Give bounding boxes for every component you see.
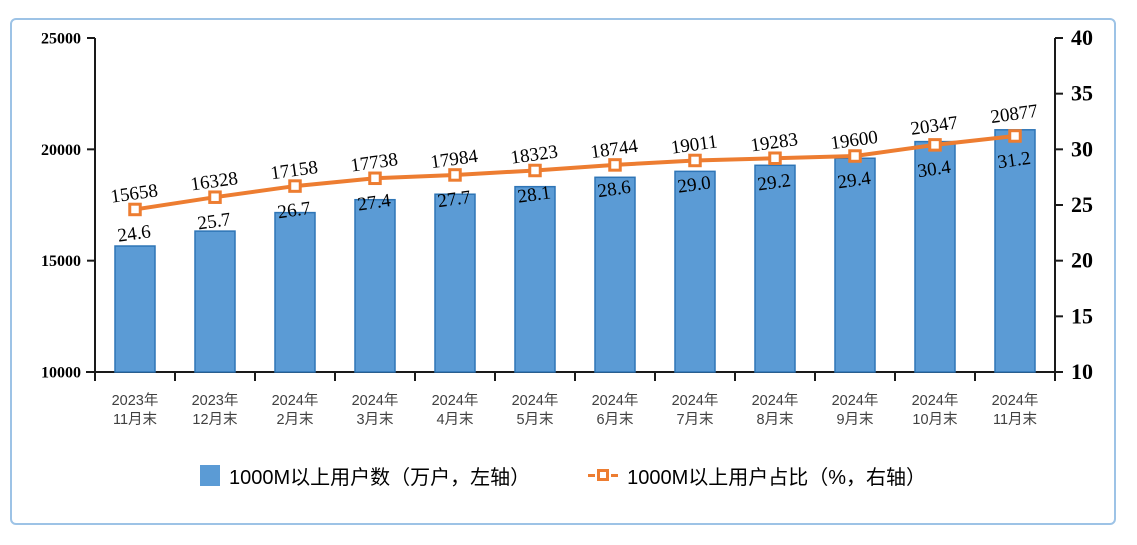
x-tick-label: 2024年 3月末 (352, 392, 399, 428)
x-tick-label: 2024年 9月末 (832, 392, 879, 428)
right-axis-tick-label: 10 (1071, 359, 1093, 384)
bar (594, 176, 636, 373)
x-tick-label: 2023年 12月末 (192, 392, 239, 428)
right-axis-tick-label: 35 (1071, 81, 1093, 106)
line-marker (608, 158, 622, 172)
line-marker (688, 153, 702, 168)
x-tick-label: 2023年 11月末 (112, 392, 159, 428)
line-value-label: 29.0 (676, 172, 712, 197)
bar-value-label: 18323 (509, 141, 559, 168)
left-axis-tick-label: 20000 (41, 142, 81, 159)
bar-series-legend-label: 1000M以上用户数（万户，左轴） (228, 466, 531, 489)
bar-value-label: 19600 (829, 127, 879, 154)
line-value-label: 31.2 (996, 148, 1032, 173)
x-tick-label: 2024年 2月末 (272, 392, 319, 428)
bar (914, 140, 956, 373)
line-value-label: 27.4 (356, 190, 392, 215)
bar (754, 164, 796, 373)
bar-value-label: 17984 (429, 146, 479, 173)
x-tick-label: 2024年 4月末 (432, 392, 479, 428)
left-axis-tick-label: 25000 (41, 31, 81, 48)
line-marker (288, 179, 302, 193)
bar (274, 211, 316, 373)
right-axis-tick-label: 40 (1071, 25, 1093, 50)
bar (994, 129, 1036, 373)
line-value-label: 26.7 (276, 198, 312, 223)
line-marker (928, 138, 942, 152)
bar-value-label: 17158 (269, 157, 319, 184)
line-value-label: 24.6 (116, 221, 152, 246)
bar-value-label: 16328 (189, 168, 239, 195)
line-dash-icon (588, 473, 596, 477)
line-marker (528, 163, 542, 178)
x-tick-label: 2024年 10月末 (912, 392, 959, 428)
line-marker (448, 168, 462, 182)
line-marker (368, 171, 382, 186)
bar (434, 193, 476, 373)
x-tick-label: 2024年 8月末 (752, 392, 799, 428)
bar-value-label: 19011 (670, 131, 719, 158)
bar (354, 198, 396, 373)
bar-value-label: 20877 (989, 101, 1039, 128)
line-value-label: 29.4 (836, 168, 872, 193)
line-value-label: 25.7 (196, 209, 232, 234)
legend: 1000M以上用户数（万户，左轴） 1000M以上用户占比（%，右轴） (12, 458, 1114, 492)
line-marker (768, 151, 782, 165)
left-axis-tick-label: 10000 (41, 365, 81, 382)
right-axis-tick-label: 30 (1071, 136, 1093, 161)
bar (194, 230, 236, 373)
bar (514, 185, 556, 373)
line-square-marker-icon (597, 469, 610, 481)
line-marker (208, 190, 222, 204)
line-value-label: 29.2 (756, 170, 792, 195)
bar-value-label: 20347 (909, 112, 959, 139)
line-marker (1008, 129, 1022, 143)
line-value-label: 30.4 (916, 157, 952, 182)
line-dash-icon (611, 473, 619, 477)
left-axis-tick-label: 15000 (41, 253, 81, 270)
line-series (133, 133, 1017, 212)
bar-value-label: 18744 (589, 136, 639, 163)
line-marker (128, 202, 142, 217)
legend-item-line-series: 1000M以上用户占比（%，右轴） (588, 461, 926, 490)
x-tick-label: 2024年 6月末 (592, 392, 639, 428)
line-value-label: 28.6 (596, 177, 632, 202)
right-axis-tick-label: 20 (1071, 248, 1093, 273)
line-value-label: 28.1 (516, 182, 552, 207)
bar (834, 157, 876, 373)
line-series-marker-icon (588, 469, 619, 481)
line-series-legend-label: 1000M以上用户占比（%，右轴） (627, 466, 927, 489)
right-axis-tick-label: 25 (1071, 192, 1093, 217)
bar (114, 245, 156, 373)
line-marker (848, 149, 862, 163)
bar-series-swatch-icon (199, 464, 220, 486)
bar (674, 170, 716, 373)
x-tick-label: 2024年 5月末 (512, 392, 559, 428)
bar-value-label: 19283 (749, 129, 799, 156)
right-axis-tick-label: 15 (1071, 303, 1093, 328)
legend-item-bar-series: 1000M以上用户数（万户，左轴） (199, 461, 531, 490)
x-tick-label: 2024年 11月末 (992, 392, 1039, 428)
bar-value-label: 15658 (109, 180, 159, 207)
bar-value-label: 17738 (349, 149, 399, 176)
line-value-label: 27.7 (436, 187, 472, 212)
x-tick-label: 2024年 7月末 (672, 392, 719, 428)
